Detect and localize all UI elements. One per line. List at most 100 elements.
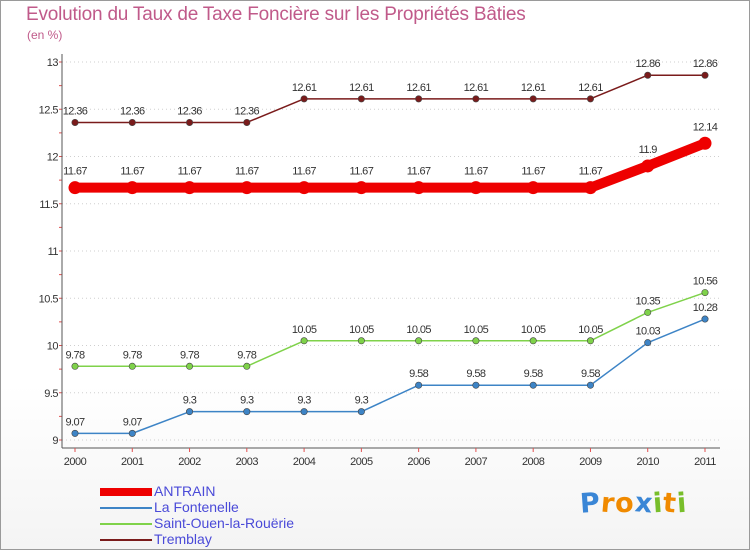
- legend-swatch: [100, 488, 152, 496]
- data-point: [644, 71, 652, 79]
- data-label: 12.61: [349, 82, 374, 94]
- data-point: [641, 159, 655, 173]
- data-point: [415, 337, 423, 345]
- data-point: [415, 95, 423, 103]
- data-label: 10.05: [464, 324, 489, 336]
- y-tick-label: 12: [47, 152, 59, 164]
- data-label: 12.61: [292, 82, 317, 94]
- chart-legend: ANTRAIN La Fontenelle Saint-Ouen-la-Rouëri…: [100, 483, 340, 548]
- data-label: 9.3: [240, 395, 254, 407]
- data-point: [354, 181, 368, 195]
- data-label: 11.67: [292, 166, 316, 178]
- data-label: 11.67: [464, 166, 488, 178]
- data-point: [357, 408, 365, 416]
- data-label: 11.67: [407, 166, 431, 178]
- data-label: 12.14: [693, 121, 718, 133]
- data-point: [526, 181, 540, 195]
- data-point: [128, 118, 136, 126]
- data-label: 9.78: [180, 349, 199, 361]
- data-label: 11.67: [178, 166, 202, 178]
- x-tick-label: 2010: [636, 456, 659, 468]
- x-tick-label: 2003: [236, 456, 259, 468]
- data-label: 9.78: [65, 349, 84, 361]
- data-label: 9.58: [524, 368, 543, 380]
- x-tick-label: 2008: [522, 456, 545, 468]
- data-point: [297, 181, 311, 195]
- data-label: 11.67: [235, 166, 259, 178]
- data-point: [186, 408, 194, 416]
- series-line-la-fontenelle: [74, 318, 706, 435]
- data-label: 10.05: [406, 324, 431, 336]
- y-tick-label: 10.5: [39, 293, 59, 305]
- x-tick-label: 2007: [465, 456, 488, 468]
- data-label: 10.35: [635, 295, 660, 307]
- y-tick-label: 11.5: [39, 199, 58, 211]
- legend-item: Tremblay: [100, 531, 340, 548]
- data-point: [586, 95, 594, 103]
- x-tick-label: 2002: [178, 456, 201, 468]
- x-tick-label: 2006: [407, 456, 430, 468]
- data-point: [472, 381, 480, 389]
- data-point: [71, 118, 79, 126]
- data-point: [183, 181, 197, 195]
- data-point: [701, 289, 709, 297]
- data-point: [701, 315, 709, 323]
- data-label: 10.03: [635, 326, 660, 338]
- data-label: 12.61: [464, 82, 489, 94]
- data-label: 12.61: [521, 82, 546, 94]
- data-label: 12.86: [693, 58, 718, 70]
- data-point: [529, 381, 537, 389]
- legend-swatch: [100, 539, 152, 541]
- data-label: 11.67: [63, 166, 87, 178]
- data-point: [71, 362, 79, 370]
- series-line-antrain: [70, 138, 710, 193]
- data-point: [125, 181, 139, 195]
- data-label: 9.3: [183, 395, 197, 407]
- data-label: 12.61: [578, 82, 603, 94]
- data-label: 11.67: [579, 166, 603, 178]
- y-tick-label: 12.5: [39, 104, 59, 116]
- data-point: [586, 337, 594, 345]
- data-label: 11.67: [521, 166, 545, 178]
- data-label: 12.36: [63, 105, 88, 117]
- x-tick-label: 2001: [121, 456, 144, 468]
- data-label: 9.58: [466, 368, 485, 380]
- legend-swatch: [100, 507, 152, 509]
- data-point: [472, 95, 480, 103]
- y-tick-label: 11: [48, 246, 59, 258]
- data-label: 12.36: [120, 105, 145, 117]
- data-label: 12.86: [635, 58, 660, 70]
- data-point: [415, 381, 423, 389]
- data-label: 10.28: [693, 302, 718, 314]
- x-tick-label: 2000: [64, 456, 87, 468]
- y-tick-label: 13: [47, 57, 59, 69]
- data-point: [71, 429, 79, 437]
- data-point: [300, 95, 308, 103]
- data-point: [357, 95, 365, 103]
- data-point: [529, 95, 537, 103]
- data-point: [529, 337, 537, 345]
- x-tick-label: 2005: [350, 456, 373, 468]
- data-point: [698, 136, 712, 150]
- y-tick-label: 9: [52, 435, 58, 447]
- x-tick-label: 2009: [579, 456, 602, 468]
- data-label: 10.05: [521, 324, 546, 336]
- series-line-saint-ouen-la-rou-rie: [74, 291, 706, 368]
- chart-title: Evolution du Taux de Taxe Foncière sur l…: [26, 4, 526, 25]
- x-tick-label: 2011: [694, 456, 716, 468]
- data-point: [240, 181, 254, 195]
- data-point: [644, 308, 652, 316]
- data-label: 9.58: [409, 368, 428, 380]
- data-label: 10.05: [292, 324, 317, 336]
- data-label: 9.3: [297, 395, 311, 407]
- logo-letter: P: [578, 487, 602, 520]
- series-line-tremblay: [74, 74, 706, 124]
- data-point: [300, 408, 308, 416]
- data-point: [243, 362, 251, 370]
- data-label: 9.07: [65, 416, 84, 428]
- x-tick-label: 2004: [293, 456, 316, 468]
- legend-label: ANTRAIN: [154, 483, 216, 499]
- legend-label: Tremblay: [154, 531, 212, 547]
